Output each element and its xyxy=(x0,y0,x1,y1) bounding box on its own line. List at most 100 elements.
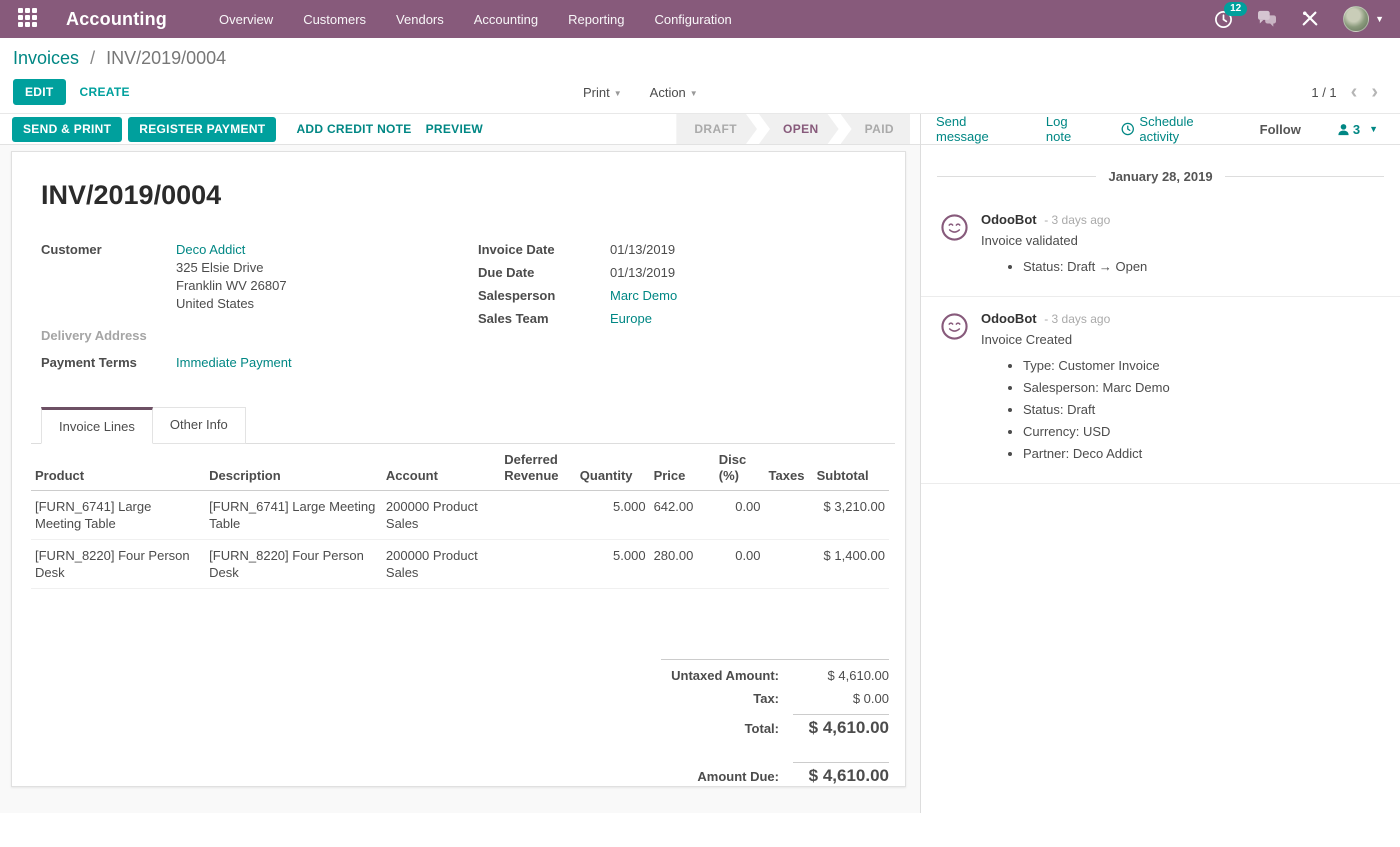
delivery-address-label: Delivery Address xyxy=(41,328,147,343)
invoice-lines-table: Product Description Account Deferred Rev… xyxy=(31,446,889,589)
invoice-sheet: INV/2019/0004 Customer Deco Addict 325 E… xyxy=(11,151,906,787)
message-detail: Salesperson: Marc Demo xyxy=(1023,379,1384,397)
send-message-button[interactable]: Send message xyxy=(936,114,989,144)
cell-deferred-revenue xyxy=(500,490,576,540)
notebook-tabs: Invoice Lines Other Info xyxy=(31,407,895,444)
nav-item-reporting[interactable]: Reporting xyxy=(568,11,625,27)
breadcrumb-current: INV/2019/0004 xyxy=(106,48,227,68)
cell-description: [FURN_6741] Large Meeting Table xyxy=(205,490,382,540)
create-button[interactable]: CREATE xyxy=(79,85,130,99)
pager-value: 1 / 1 xyxy=(1311,84,1337,100)
followers-counter[interactable]: 3 ▼ xyxy=(1337,122,1378,137)
log-note-button[interactable]: Log note xyxy=(1045,114,1072,144)
col-header-description: Description xyxy=(205,446,382,491)
status-step-paid[interactable]: PAID xyxy=(840,114,910,144)
message-detail: Status: Draft → Open xyxy=(1023,258,1384,276)
customer-address-line2: Franklin WV 26807 xyxy=(176,278,287,293)
amount-due-value: $ 4,610.00 xyxy=(793,762,889,786)
tab-other-info[interactable]: Other Info xyxy=(152,407,246,444)
activity-count-badge: 12 xyxy=(1224,1,1248,16)
add-credit-note-button[interactable]: ADD CREDIT NOTE xyxy=(296,122,412,136)
app-title[interactable]: Accounting xyxy=(66,8,167,29)
cell-quantity: 5.000 xyxy=(575,539,650,589)
status-step-open[interactable]: OPEN xyxy=(759,114,839,144)
send-print-button[interactable]: SEND & PRINT xyxy=(12,116,123,142)
invoice-totals: Untaxed Amount: $ 4,610.00 Tax: $ 0.00 T… xyxy=(661,659,889,786)
cell-account: 200000 Product Sales xyxy=(381,490,501,540)
cell-product: [FURN_8220] Four Person Desk xyxy=(31,539,206,589)
schedule-activity-button[interactable]: Schedule activity xyxy=(1121,114,1234,144)
action-dropdown[interactable]: Action ▼ xyxy=(649,84,698,100)
col-header-disc: Disc (%) xyxy=(714,446,765,491)
nav-item-vendors[interactable]: Vendors xyxy=(396,11,444,27)
status-steps: DRAFT OPEN PAID xyxy=(674,114,920,144)
message-detail: Partner: Deco Addict xyxy=(1023,445,1384,463)
due-date-value: 01/13/2019 xyxy=(610,265,676,280)
invoice-line-row[interactable]: [FURN_6741] Large Meeting Table [FURN_67… xyxy=(31,490,889,540)
due-date-label: Due Date xyxy=(478,265,535,280)
col-header-product: Product xyxy=(31,446,206,491)
col-header-subtotal: Subtotal xyxy=(812,446,889,491)
control-panel: Invoices / INV/2019/0004 EDIT CREATE Pri… xyxy=(0,38,1400,114)
cell-disc: 0.00 xyxy=(714,490,765,540)
amount-due-label: Amount Due: xyxy=(697,769,779,784)
cell-deferred-revenue xyxy=(500,539,576,589)
nav-item-configuration[interactable]: Configuration xyxy=(654,11,732,27)
status-step-draft[interactable]: DRAFT xyxy=(676,114,757,144)
col-header-account: Account xyxy=(381,446,501,491)
follow-button[interactable]: Follow xyxy=(1259,121,1301,137)
col-header-price: Price xyxy=(649,446,715,491)
apps-grid-icon[interactable] xyxy=(18,8,40,30)
nav-item-accounting[interactable]: Accounting xyxy=(473,11,539,27)
pager: 1 / 1 ‹ › xyxy=(1311,82,1378,102)
invoice-line-row[interactable]: [FURN_8220] Four Person Desk [FURN_8220]… xyxy=(31,539,889,589)
action-caret-icon: ▼ xyxy=(689,88,698,98)
payment-terms-link[interactable]: Immediate Payment xyxy=(176,355,292,370)
payment-terms-label: Payment Terms xyxy=(41,355,137,370)
preview-button[interactable]: PREVIEW xyxy=(425,122,484,136)
clock-icon xyxy=(1121,122,1134,136)
message-timestamp: - 3 days ago xyxy=(1044,213,1111,227)
message-detail: Status: Draft xyxy=(1023,401,1384,419)
follower-person-icon xyxy=(1338,123,1349,135)
cell-account: 200000 Product Sales xyxy=(381,539,501,589)
cell-quantity: 5.000 xyxy=(575,490,650,540)
print-caret-icon: ▼ xyxy=(613,88,622,98)
user-menu-caret-icon: ▼ xyxy=(1375,14,1384,24)
customer-address-line1: 325 Elsie Drive xyxy=(176,260,264,275)
chatter-panel: Send message Log note Schedule activity … xyxy=(920,114,1400,813)
statusbar: SEND & PRINT REGISTER PAYMENT ADD CREDIT… xyxy=(0,114,920,145)
cell-taxes xyxy=(764,539,813,589)
cell-price: 642.00 xyxy=(649,490,715,540)
pager-previous-icon[interactable]: ‹ xyxy=(1350,81,1358,103)
nav-item-overview[interactable]: Overview xyxy=(219,11,274,27)
messages-icon[interactable] xyxy=(1257,10,1277,28)
user-avatar xyxy=(1343,6,1370,32)
message-timestamp: - 3 days ago xyxy=(1044,312,1111,326)
register-payment-button[interactable]: REGISTER PAYMENT xyxy=(128,116,277,142)
invoice-date-value: 01/13/2019 xyxy=(610,242,676,257)
message-author[interactable]: OdooBot xyxy=(981,212,1037,227)
top-navbar: Accounting Overview Customers Vendors Ac… xyxy=(0,0,1400,38)
salesperson-link[interactable]: Marc Demo xyxy=(610,288,678,303)
tab-invoice-lines[interactable]: Invoice Lines xyxy=(41,407,153,444)
activities-clock-icon[interactable]: 12 xyxy=(1214,1,1248,29)
total-value: $ 4,610.00 xyxy=(793,714,889,738)
edit-button[interactable]: EDIT xyxy=(13,79,66,105)
tools-support-icon[interactable] xyxy=(1301,10,1319,28)
nav-item-customers[interactable]: Customers xyxy=(303,11,367,27)
customer-link[interactable]: Deco Addict xyxy=(176,242,246,257)
breadcrumb-invoices-link[interactable]: Invoices xyxy=(13,48,80,68)
sales-team-link[interactable]: Europe xyxy=(610,311,652,326)
invoice-date-label: Invoice Date xyxy=(478,242,555,257)
table-header-row: Product Description Account Deferred Rev… xyxy=(31,446,889,491)
message-author[interactable]: OdooBot xyxy=(981,311,1037,326)
breadcrumb: Invoices / INV/2019/0004 xyxy=(13,48,1378,69)
pager-next-icon[interactable]: › xyxy=(1371,81,1378,103)
user-menu[interactable]: ▼ xyxy=(1343,6,1384,32)
print-dropdown[interactable]: Print ▼ xyxy=(583,84,622,100)
chatter-toolbar: Send message Log note Schedule activity … xyxy=(921,114,1400,145)
customer-label: Customer xyxy=(41,242,102,257)
invoice-number-title: INV/2019/0004 xyxy=(41,180,222,210)
tax-value: $ 0.00 xyxy=(852,691,889,706)
